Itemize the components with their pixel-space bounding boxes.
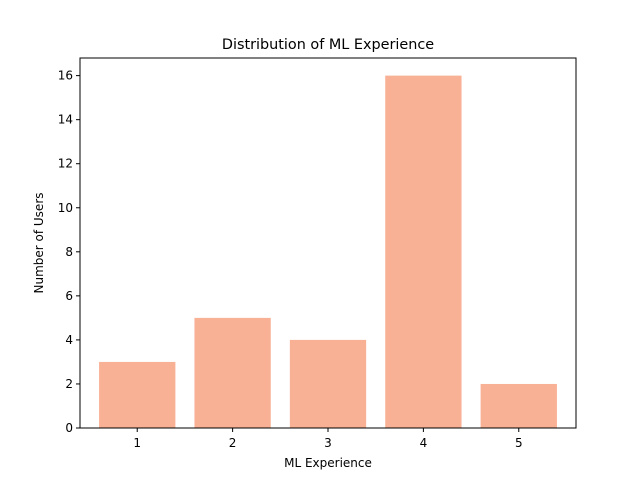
bars-group	[99, 75, 557, 428]
bar-5	[480, 383, 557, 428]
bar-4	[385, 75, 462, 428]
y-tick-label: 14	[58, 113, 73, 127]
y-tick-label: 12	[58, 157, 73, 171]
y-tick-label: 10	[58, 201, 73, 215]
y-tick-label: 8	[65, 245, 73, 259]
y-tick-label: 4	[65, 333, 73, 347]
x-tick-label: 2	[229, 436, 237, 450]
chart-title: Distribution of ML Experience	[222, 37, 434, 53]
plot-frame	[79, 57, 577, 429]
y-tick-label: 6	[65, 289, 73, 303]
x-tick-label: 1	[133, 436, 141, 450]
y-tick-label: 0	[65, 421, 73, 435]
x-tick-label: 5	[515, 436, 523, 450]
x-axis-ticks: 1 2 3 4 5	[133, 428, 523, 450]
x-tick-label: 3	[324, 436, 332, 450]
y-tick-label: 2	[65, 377, 73, 391]
bar-2	[194, 317, 271, 428]
x-tick-label: 4	[420, 436, 428, 450]
bar-3	[289, 339, 367, 428]
y-axis-label: Number of Users	[32, 192, 46, 293]
x-axis-label: ML Experience	[284, 456, 372, 470]
bar-1	[99, 361, 176, 428]
y-tick-label: 16	[58, 69, 73, 83]
y-axis-ticks: 0 2 4 6 8 10 12 14 16	[58, 69, 80, 435]
